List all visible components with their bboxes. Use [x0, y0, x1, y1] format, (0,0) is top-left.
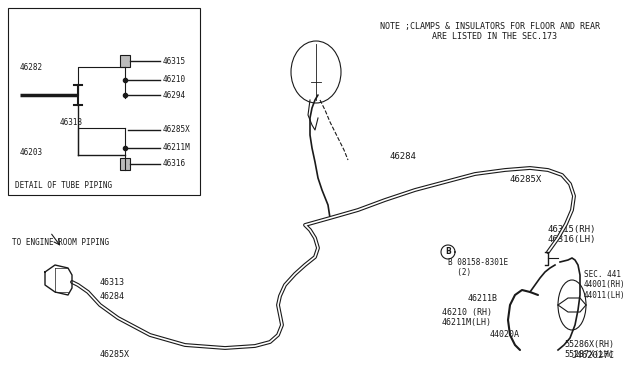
Text: 46315(RH): 46315(RH): [548, 225, 596, 234]
Text: 46282: 46282: [20, 63, 43, 72]
Text: 46316: 46316: [163, 160, 186, 169]
Text: 46211M(LH): 46211M(LH): [442, 318, 492, 327]
Text: 46284: 46284: [390, 152, 417, 161]
Text: 46284: 46284: [100, 292, 125, 301]
Text: 46316(LH): 46316(LH): [548, 235, 596, 244]
Text: 46285X: 46285X: [163, 125, 191, 135]
Text: 46294: 46294: [163, 90, 186, 99]
Text: NOTE ;CLAMPS & INSULATORS FOR FLOOR AND REAR
  ARE LISTED IN THE SEC.173: NOTE ;CLAMPS & INSULATORS FOR FLOOR AND …: [380, 22, 600, 41]
Bar: [120, 55, 130, 67]
Text: B 08158-8301E
  (2): B 08158-8301E (2): [448, 258, 508, 278]
Bar: [120, 158, 130, 170]
Text: 46203: 46203: [20, 148, 43, 157]
Text: 46210 (RH): 46210 (RH): [442, 308, 492, 317]
Text: 46313: 46313: [100, 278, 125, 287]
Text: SEC. 441
44001(RH)
44011(LH): SEC. 441 44001(RH) 44011(LH): [584, 270, 626, 300]
Text: TO ENGINE ROOM PIPING: TO ENGINE ROOM PIPING: [12, 238, 109, 247]
Text: 46211M: 46211M: [163, 144, 191, 153]
Text: B: B: [445, 247, 451, 257]
Text: 44020A: 44020A: [490, 330, 520, 339]
Text: 46285X: 46285X: [510, 175, 542, 184]
Text: J462027C: J462027C: [571, 351, 614, 360]
Text: 46285X: 46285X: [100, 350, 130, 359]
Text: 46315: 46315: [163, 58, 186, 67]
Text: 46313: 46313: [60, 118, 83, 127]
Text: DETAIL OF TUBE PIPING: DETAIL OF TUBE PIPING: [15, 181, 112, 190]
Text: 46211B: 46211B: [468, 294, 498, 303]
Bar: [8, 8, 200, 195]
Text: 55286X(RH)
55287X(LH): 55286X(RH) 55287X(LH): [564, 340, 614, 359]
Text: 46210: 46210: [163, 76, 186, 84]
